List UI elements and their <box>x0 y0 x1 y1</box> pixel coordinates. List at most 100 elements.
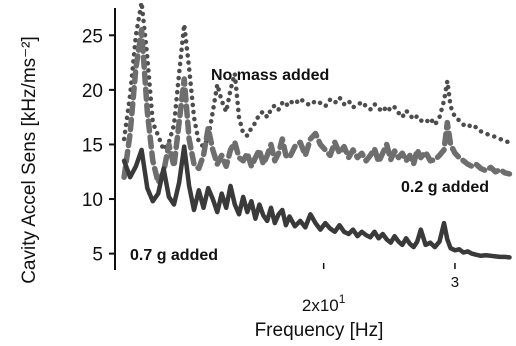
data-point-s0-p33 <box>278 109 279 110</box>
data-point-s0-p45 <box>334 102 335 103</box>
data-point-s1-p25 <box>247 153 248 154</box>
data-point-s1-p59 <box>394 150 395 151</box>
data-point-s1-p63 <box>409 155 410 156</box>
data-point-s2-p40 <box>310 214 311 215</box>
data-point-s2-p28 <box>259 204 260 205</box>
data-point-s0-p29 <box>263 111 264 112</box>
data-point-s2-p83 <box>495 256 496 257</box>
x-axis-title: Frequency [Hz] <box>255 320 384 341</box>
data-point-s0-p35 <box>285 106 286 107</box>
data-point-s0-p34 <box>282 102 283 103</box>
data-point-s0-p64 <box>413 119 414 120</box>
data-point-s1-p62 <box>406 160 407 161</box>
data-point-s0-p79 <box>475 126 476 127</box>
data-point-s2-p32 <box>274 223 275 224</box>
data-point-s2-p55 <box>378 238 379 239</box>
data-point-s2-p4 <box>147 188 148 189</box>
annotation-0-7g: 0.7 g added <box>130 247 218 264</box>
data-point-s2-p29 <box>263 215 264 216</box>
data-point-s2-p72 <box>447 239 448 240</box>
data-point-s0-p62 <box>406 110 407 111</box>
data-point-s1-p34 <box>282 138 283 139</box>
y-tick-label-1: 10 <box>82 190 103 211</box>
data-point-s0-p31 <box>270 109 271 110</box>
data-point-s2-p38 <box>300 220 301 221</box>
data-point-s0-p46 <box>339 97 340 98</box>
data-point-s1-p35 <box>285 155 286 156</box>
data-point-s1-p58 <box>390 159 391 160</box>
data-point-s1-p21 <box>230 149 231 150</box>
data-point-s2-p56 <box>382 233 383 234</box>
data-point-s0-p28 <box>259 113 260 114</box>
data-point-s1-p56 <box>382 153 383 154</box>
data-point-s1-p23 <box>238 157 239 158</box>
data-point-s0-p54 <box>374 104 375 105</box>
x-tick-label-1: 3 <box>451 274 459 291</box>
data-point-s2-p59 <box>394 236 395 237</box>
data-point-s0-p17 <box>212 111 213 112</box>
data-point-s0-p75 <box>459 120 460 121</box>
data-point-s2-p86 <box>509 257 510 258</box>
data-point-s1-p31 <box>270 144 271 145</box>
data-point-s0-p48 <box>348 100 349 101</box>
data-point-s2-p30 <box>267 220 268 221</box>
data-point-s0-p27 <box>255 122 256 123</box>
data-point-s1-p24 <box>243 160 244 161</box>
data-point-s2-p69 <box>434 247 435 248</box>
data-point-s1-p64 <box>413 164 414 165</box>
data-point-s0-p10 <box>179 73 180 74</box>
data-point-s1-p51 <box>361 153 362 154</box>
data-point-s0-p37 <box>294 104 295 105</box>
data-point-s1-p29 <box>263 164 264 165</box>
data-point-s2-p7 <box>163 168 164 169</box>
data-point-s1-p41 <box>315 133 316 134</box>
data-point-s2-p19 <box>221 193 222 194</box>
data-point-s1-p13 <box>193 164 194 165</box>
data-point-s0-p58 <box>390 110 391 111</box>
data-point-s2-p44 <box>330 228 331 229</box>
data-point-s0-p6 <box>158 135 159 136</box>
data-point-s0-p81 <box>485 133 486 134</box>
data-point-s2-p5 <box>152 201 153 202</box>
data-point-s1-p26 <box>251 166 252 167</box>
series-layer <box>121 0 513 260</box>
data-point-s0-p50 <box>357 105 358 106</box>
data-point-s1-p79 <box>475 164 476 165</box>
data-point-s2-p54 <box>374 231 375 232</box>
data-point-s1-p10 <box>179 122 180 123</box>
data-point-s2-p23 <box>238 214 239 215</box>
data-point-s1-p3 <box>141 29 142 30</box>
data-point-s2-p2 <box>135 166 136 167</box>
data-point-s2-p49 <box>352 229 353 230</box>
data-point-s1-p50 <box>357 157 358 158</box>
annotation-0-2g: 0.2 g added <box>401 179 489 196</box>
data-point-s2-p26 <box>251 201 252 202</box>
data-point-s1-p14 <box>198 168 199 169</box>
data-point-s1-p37 <box>294 146 295 147</box>
data-point-s1-p65 <box>417 149 418 150</box>
data-point-s2-p77 <box>467 251 468 252</box>
data-point-s1-p16 <box>208 128 209 129</box>
data-point-s2-p41 <box>315 223 316 224</box>
data-point-s1-p57 <box>386 144 387 145</box>
data-point-s0-p12 <box>189 67 190 68</box>
data-point-s0-p47 <box>344 104 345 105</box>
data-point-s0-p71 <box>443 100 444 101</box>
data-point-s0-p82 <box>490 135 491 136</box>
data-point-s0-p26 <box>251 128 252 129</box>
data-point-s2-p3 <box>141 149 142 150</box>
data-point-s2-p50 <box>357 236 358 237</box>
data-point-s2-p36 <box>289 216 290 217</box>
data-point-s2-p63 <box>409 243 410 244</box>
data-point-s0-p21 <box>230 89 231 90</box>
data-point-s2-p42 <box>320 229 321 230</box>
data-point-s1-p83 <box>495 171 496 172</box>
data-point-s0-p24 <box>243 133 244 134</box>
data-point-s2-p48 <box>348 233 349 234</box>
data-point-s0-p85 <box>504 141 505 142</box>
data-point-s2-p52 <box>366 235 367 236</box>
data-point-s2-p60 <box>398 241 399 242</box>
data-point-s0-p23 <box>238 117 239 118</box>
data-point-s2-p8 <box>168 196 169 197</box>
data-point-s1-p49 <box>352 149 353 150</box>
